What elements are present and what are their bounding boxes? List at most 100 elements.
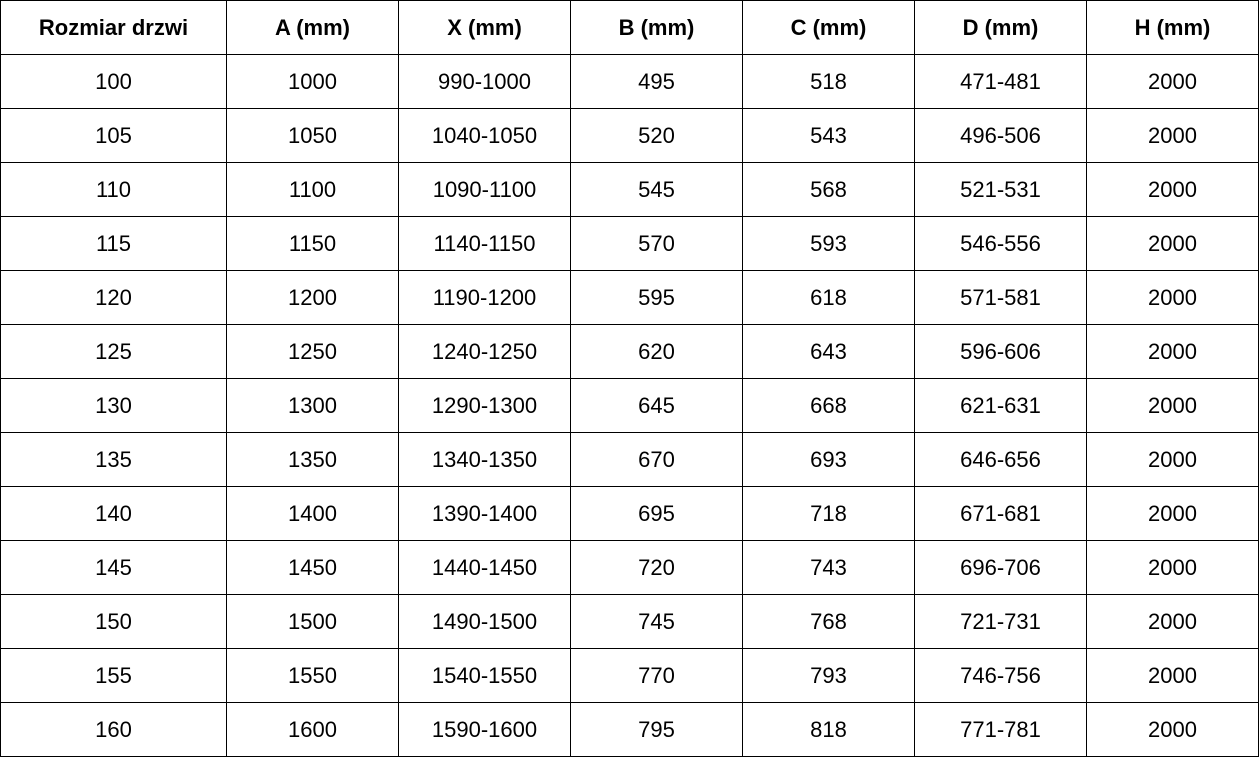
cell-x: 1590-1600 — [398, 702, 571, 757]
cell-a: 1000 — [226, 54, 399, 109]
cell-x: 1540-1550 — [398, 648, 571, 703]
table-row: 135 1350 1340-1350 670 693 646-656 2000 — [0, 432, 1259, 487]
cell-door-size: 100 — [0, 54, 227, 109]
cell-b: 745 — [570, 594, 743, 649]
cell-c: 643 — [742, 324, 915, 379]
table-body: 100 1000 990-1000 495 518 471-481 2000 105 1050 1… — [0, 54, 1259, 757]
cell-d: 646-656 — [914, 432, 1087, 487]
cell-x: 990-1000 — [398, 54, 571, 109]
cell-door-size: 135 — [0, 432, 227, 487]
cell-b: 620 — [570, 324, 743, 379]
cell-c: 618 — [742, 270, 915, 325]
cell-c: 593 — [742, 216, 915, 271]
header-c: C (mm) — [742, 0, 915, 55]
cell-door-size: 140 — [0, 486, 227, 541]
cell-a: 1200 — [226, 270, 399, 325]
cell-a: 1350 — [226, 432, 399, 487]
cell-b: 570 — [570, 216, 743, 271]
cell-d: 471-481 — [914, 54, 1087, 109]
cell-c: 693 — [742, 432, 915, 487]
cell-door-size: 160 — [0, 702, 227, 757]
cell-b: 795 — [570, 702, 743, 757]
table-row: 120 1200 1190-1200 595 618 571-581 2000 — [0, 270, 1259, 325]
cell-h: 2000 — [1086, 108, 1259, 163]
cell-b: 645 — [570, 378, 743, 433]
cell-d: 771-781 — [914, 702, 1087, 757]
cell-b: 670 — [570, 432, 743, 487]
header-h: H (mm) — [1086, 0, 1259, 55]
cell-x: 1290-1300 — [398, 378, 571, 433]
cell-b: 770 — [570, 648, 743, 703]
cell-d: 546-556 — [914, 216, 1087, 271]
cell-c: 718 — [742, 486, 915, 541]
cell-c: 568 — [742, 162, 915, 217]
cell-a: 1300 — [226, 378, 399, 433]
cell-c: 743 — [742, 540, 915, 595]
cell-x: 1390-1400 — [398, 486, 571, 541]
cell-x: 1140-1150 — [398, 216, 571, 271]
cell-h: 2000 — [1086, 270, 1259, 325]
cell-x: 1440-1450 — [398, 540, 571, 595]
cell-door-size: 110 — [0, 162, 227, 217]
cell-door-size: 115 — [0, 216, 227, 271]
cell-a: 1400 — [226, 486, 399, 541]
cell-a: 1600 — [226, 702, 399, 757]
cell-d: 571-581 — [914, 270, 1087, 325]
cell-d: 521-531 — [914, 162, 1087, 217]
table-row: 115 1150 1140-1150 570 593 546-556 2000 — [0, 216, 1259, 271]
cell-h: 2000 — [1086, 216, 1259, 271]
cell-d: 621-631 — [914, 378, 1087, 433]
table-row: 150 1500 1490-1500 745 768 721-731 2000 — [0, 594, 1259, 649]
cell-door-size: 155 — [0, 648, 227, 703]
cell-a: 1150 — [226, 216, 399, 271]
cell-c: 518 — [742, 54, 915, 109]
cell-d: 671-681 — [914, 486, 1087, 541]
cell-door-size: 125 — [0, 324, 227, 379]
cell-x: 1240-1250 — [398, 324, 571, 379]
cell-b: 595 — [570, 270, 743, 325]
cell-door-size: 145 — [0, 540, 227, 595]
cell-d: 696-706 — [914, 540, 1087, 595]
table-row: 140 1400 1390-1400 695 718 671-681 2000 — [0, 486, 1259, 541]
header-a: A (mm) — [226, 0, 399, 55]
cell-door-size: 150 — [0, 594, 227, 649]
cell-h: 2000 — [1086, 540, 1259, 595]
cell-a: 1550 — [226, 648, 399, 703]
cell-h: 2000 — [1086, 54, 1259, 109]
cell-b: 720 — [570, 540, 743, 595]
table-row: 145 1450 1440-1450 720 743 696-706 2000 — [0, 540, 1259, 595]
cell-h: 2000 — [1086, 432, 1259, 487]
cell-h: 2000 — [1086, 378, 1259, 433]
cell-door-size: 120 — [0, 270, 227, 325]
table-row: 110 1100 1090-1100 545 568 521-531 2000 — [0, 162, 1259, 217]
cell-b: 545 — [570, 162, 743, 217]
cell-b: 495 — [570, 54, 743, 109]
table-row: 100 1000 990-1000 495 518 471-481 2000 — [0, 54, 1259, 109]
cell-c: 793 — [742, 648, 915, 703]
header-row: Rozmiar drzwi A (mm) X (mm) B (mm) C (mm… — [0, 0, 1259, 55]
table-row: 105 1050 1040-1050 520 543 496-506 2000 — [0, 108, 1259, 163]
cell-c: 543 — [742, 108, 915, 163]
cell-x: 1040-1050 — [398, 108, 571, 163]
cell-c: 668 — [742, 378, 915, 433]
cell-d: 496-506 — [914, 108, 1087, 163]
cell-b: 695 — [570, 486, 743, 541]
table-row: 125 1250 1240-1250 620 643 596-606 2000 — [0, 324, 1259, 379]
cell-h: 2000 — [1086, 702, 1259, 757]
cell-door-size: 105 — [0, 108, 227, 163]
cell-x: 1340-1350 — [398, 432, 571, 487]
header-door-size: Rozmiar drzwi — [0, 0, 227, 55]
table-row: 130 1300 1290-1300 645 668 621-631 2000 — [0, 378, 1259, 433]
header-x: X (mm) — [398, 0, 571, 55]
cell-a: 1250 — [226, 324, 399, 379]
header-b: B (mm) — [570, 0, 743, 55]
table-row: 160 1600 1590-1600 795 818 771-781 2000 — [0, 702, 1259, 757]
cell-a: 1050 — [226, 108, 399, 163]
cell-c: 768 — [742, 594, 915, 649]
cell-h: 2000 — [1086, 594, 1259, 649]
cell-d: 721-731 — [914, 594, 1087, 649]
cell-b: 520 — [570, 108, 743, 163]
cell-a: 1450 — [226, 540, 399, 595]
cell-x: 1090-1100 — [398, 162, 571, 217]
